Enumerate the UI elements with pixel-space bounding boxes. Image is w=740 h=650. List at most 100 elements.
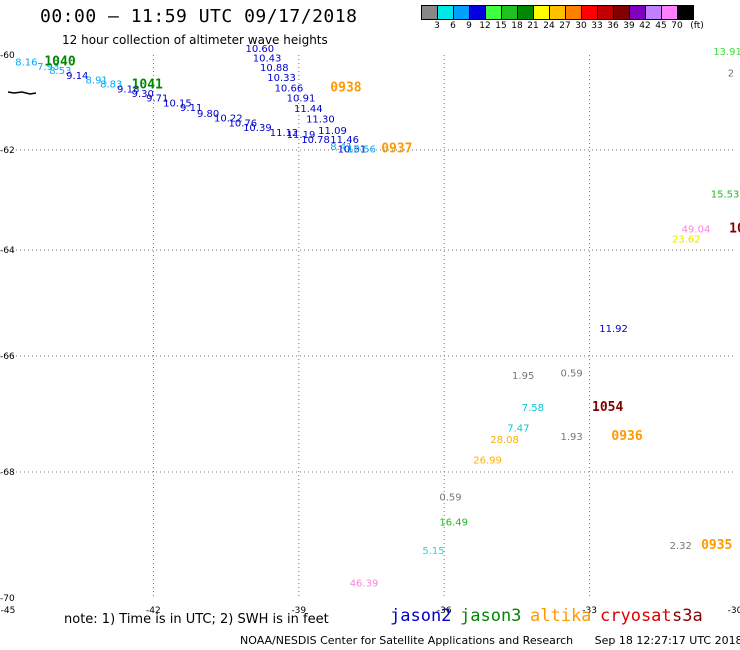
- wave-height-label: 28.08: [490, 435, 519, 446]
- legend-label: 42: [639, 21, 651, 31]
- wave-height-label: 2.32: [670, 541, 692, 552]
- wave-height-label: 16.49: [439, 518, 468, 529]
- legend-label: 45: [655, 21, 667, 31]
- wave-height-label: 1.95: [512, 371, 534, 382]
- lat-tick-label: -70: [0, 594, 15, 604]
- satellite-s3a: s3a: [672, 606, 703, 626]
- wave-height-label: 10.43: [253, 54, 282, 65]
- pass-time-label: 1041: [132, 77, 163, 92]
- wave-height-label: 11.09: [318, 126, 347, 137]
- legend-label: 36: [607, 21, 619, 31]
- coastline-island: [7, 91, 37, 95]
- legend-label: 12: [479, 21, 491, 31]
- wave-height-label: 9.18: [117, 85, 139, 96]
- wave-height-label: 9.14: [66, 71, 88, 82]
- wave-height-label: 10.51: [338, 145, 367, 156]
- satellite-jason2: jason2: [390, 606, 452, 626]
- pass-time-label: 1054: [592, 400, 623, 415]
- legend-label: 27: [559, 21, 571, 31]
- wave-height-label: 2: [728, 68, 734, 79]
- legend-label: 39: [623, 21, 635, 31]
- lat-tick-label: -68: [0, 468, 15, 478]
- pass-time-label: 0935: [701, 538, 732, 553]
- wave-height-label: 7.47: [507, 423, 529, 434]
- wave-height-label: 8.41: [330, 142, 352, 153]
- map-title: 00:00 – 11:59 UTC 09/17/2018: [40, 6, 358, 27]
- wave-height-label: 10.33: [267, 73, 296, 84]
- wave-height-label: 11.44: [294, 104, 323, 115]
- lon-tick-label: -39: [291, 606, 306, 616]
- legend-label: 9: [466, 21, 472, 31]
- wave-height-label: 9.80: [197, 109, 219, 120]
- legend-label: 70: [671, 21, 683, 31]
- legend-label: 33: [591, 21, 603, 31]
- lat-tick-label: -64: [0, 246, 15, 256]
- wave-height-label: 1.93: [561, 432, 583, 443]
- legend-label: 15: [495, 21, 507, 31]
- wave-height-label: 10.91: [287, 94, 316, 105]
- agency-credit: NOAA/NESDIS Center for Satellite Applica…: [240, 634, 574, 647]
- wave-height-label: 26.99: [473, 455, 502, 466]
- wave-height-label: 9.11: [180, 103, 202, 114]
- wave-height-label: 49.04: [682, 225, 711, 236]
- satellite-cryosat: cryosat: [600, 606, 672, 626]
- wave-height-label: 9.71: [146, 94, 168, 105]
- wave-height-label: 8.83: [100, 79, 122, 90]
- wave-height-label: 10.39: [243, 123, 272, 134]
- wave-height-label: 10.60: [245, 44, 274, 55]
- lon-tick-label: -42: [146, 606, 161, 616]
- lon-tick-label: -33: [582, 606, 597, 616]
- wave-height-label: 11.19: [287, 130, 316, 141]
- wave-height-label: 10.56: [347, 145, 376, 156]
- wave-height-label: 7.93: [37, 62, 59, 73]
- legend-label: 24: [543, 21, 555, 31]
- legend-swatch: [677, 5, 694, 20]
- legend-label: 30: [575, 21, 587, 31]
- lon-tick-label: -36: [437, 606, 452, 616]
- footer: NOAA/NESDIS Center for Satellite Applica…: [240, 634, 740, 647]
- legend-label: 18: [511, 21, 523, 31]
- wave-height-label: 8.16: [15, 57, 37, 68]
- lon-tick-label: -30: [728, 606, 740, 616]
- lon-tick-label: -45: [1, 606, 16, 616]
- pass-time-label: 10: [729, 222, 740, 237]
- pass-time-label: 0937: [381, 142, 412, 157]
- legend-label: 3: [434, 21, 440, 31]
- wave-height-label: 8.53: [49, 66, 71, 77]
- lat-tick-label: -60: [0, 51, 15, 61]
- wave-height-label: 10.76: [229, 118, 258, 129]
- wave-height-label: 11.30: [306, 114, 335, 125]
- units-note: note: 1) Time is in UTC; 2) SWH is in fe…: [64, 612, 329, 627]
- wave-height-label: 11.92: [599, 324, 628, 335]
- wave-height-label: 10.78: [301, 135, 330, 146]
- map-subtitle: 12 hour collection of altimeter wave hei…: [62, 33, 328, 47]
- wave-height-label: 0.59: [439, 492, 461, 503]
- wave-height-label: 11.46: [330, 135, 359, 146]
- satellite-altika: altika: [530, 606, 592, 626]
- wave-height-label: 9.30: [132, 89, 154, 100]
- wave-height-label: 0.59: [561, 368, 583, 379]
- pass-time-label: 0936: [611, 429, 642, 444]
- wave-height-label: 5.15: [422, 546, 444, 557]
- wave-height-label: 10.88: [260, 63, 289, 74]
- wave-height-label: 11.12: [270, 128, 299, 139]
- lat-tick-label: -66: [0, 352, 15, 362]
- generated-timestamp: Sep 18 12:27:17 UTC 2018: [594, 634, 740, 647]
- legend-unit: (ft): [690, 21, 704, 31]
- wave-height-label: 10.66: [275, 84, 304, 95]
- pass-time-label: 1040: [44, 54, 75, 69]
- pass-time-label: 0938: [330, 81, 361, 96]
- legend-labels: 3 6 9 12 15 18 21 24 27 30 33 36 39 42 45 70 (ft): [421, 20, 704, 34]
- wave-height-label: 23.62: [672, 235, 701, 246]
- wave-height-label: 10.22: [214, 114, 243, 125]
- wave-height-label: 46.39: [350, 579, 379, 590]
- legend-label: 6: [450, 21, 456, 31]
- satellite-jason3: jason3: [460, 606, 522, 626]
- wave-height-label: 8.91: [86, 76, 108, 87]
- wave-height-label: 13.91: [713, 47, 740, 58]
- wave-height-label: 7.58: [522, 403, 544, 414]
- wave-height-label: 15.53: [711, 190, 740, 201]
- lat-tick-label: -62: [0, 146, 15, 156]
- wave-height-label: 10.15: [163, 98, 192, 109]
